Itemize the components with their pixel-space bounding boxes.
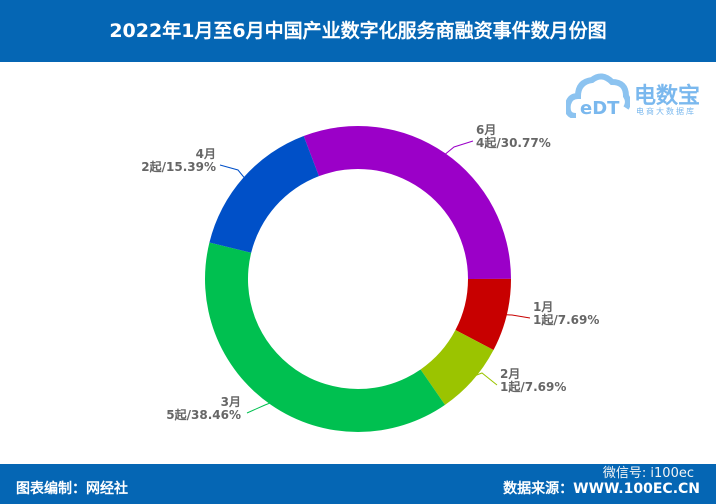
donut-chart: 6月4起/30.77%1月1起/7.69%2月1起/7.69%3月5起/38.4… (141, 123, 599, 433)
chart-title: 2022年1月至6月中国产业数字化服务商融资事件数月份图 (109, 20, 607, 42)
leader-line (219, 164, 247, 181)
leader-line (502, 314, 531, 319)
wechat-id: 微信号: i100ec (602, 466, 694, 481)
slice-6月 (303, 126, 511, 279)
title-bar (0, 0, 716, 62)
slice-value-label: 1起/7.69% (500, 379, 566, 394)
footer-editor: 图表编制：网经社 (16, 481, 128, 497)
slice-label: 2月 (500, 367, 520, 381)
svg-text:eDT: eDT (580, 98, 620, 118)
logo-subtitle: 电商大数据库 (636, 107, 696, 116)
leader-line (469, 372, 498, 386)
slice-label: 6月 (476, 123, 496, 137)
logo: eDT 电数宝 电商大数据库 (566, 72, 716, 122)
cloud-logo-icon: eDT (566, 73, 630, 118)
slice-1月 (455, 278, 511, 351)
leader-line (246, 401, 274, 414)
footer-bar: 图表编制：网经社 微信号: i100ec 数据来源：WWW.100EC.CN (0, 464, 716, 504)
slice-label: 4月 (196, 147, 216, 161)
leader-line (442, 140, 474, 157)
slice-value-label: 2起/15.39% (141, 159, 216, 174)
slice-value-label: 4起/30.77% (476, 135, 551, 150)
slice-label: 1月 (533, 300, 553, 314)
slice-4月 (209, 135, 319, 253)
logo-name: 电数宝 (634, 84, 701, 109)
slice-label: 3月 (221, 395, 241, 409)
slice-value-label: 1起/7.69% (533, 312, 599, 327)
slice-2月 (420, 330, 494, 405)
slice-value-label: 5起/38.46% (166, 407, 241, 422)
footer-source: 数据来源：WWW.100EC.CN (503, 481, 700, 497)
slice-3月 (205, 242, 446, 433)
